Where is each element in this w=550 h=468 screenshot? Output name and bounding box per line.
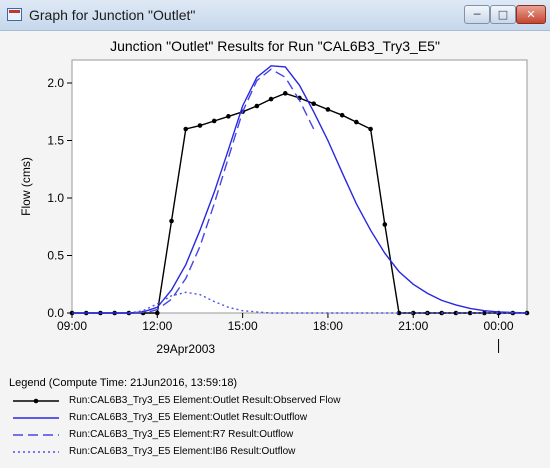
window-title: Graph for Junction "Outlet" — [29, 7, 196, 23]
observed-flow-point — [183, 126, 189, 132]
x-tick-label: 00:00 — [484, 319, 514, 333]
observed-flow-point — [211, 118, 217, 124]
y-tick-label: 0.5 — [47, 249, 64, 263]
observed-flow-point — [339, 112, 345, 118]
observed-flow-point — [382, 222, 388, 227]
x-tick-label: 18:00 — [313, 319, 343, 333]
legend-label: Run:CAL6B3_Try3_E5 Element:Outlet Result… — [69, 395, 341, 406]
series-line-r7-outflow — [134, 68, 315, 314]
title-bar[interactable]: Graph for Junction "Outlet" ─ □ ✕ — [0, 0, 550, 31]
observed-flow-point — [482, 310, 487, 316]
legend-swatch — [13, 434, 59, 436]
y-tick-label: 1.5 — [47, 134, 64, 148]
y-axis-label: Flow (cms) — [19, 157, 33, 216]
x-date-label: 29Apr2003 — [156, 342, 215, 356]
x-tick-label: 12:00 — [142, 319, 172, 333]
observed-flow-point — [197, 123, 203, 128]
minimize-button[interactable]: ─ — [464, 5, 490, 24]
x-tick-label: 15:00 — [228, 319, 258, 333]
observed-flow-point — [453, 310, 459, 316]
legend-swatch — [13, 417, 59, 419]
observed-flow-point — [410, 310, 416, 316]
observed-flow-point — [226, 114, 231, 119]
observed-flow-point — [467, 310, 473, 316]
observed-flow-point — [325, 107, 331, 112]
maximize-button[interactable]: □ — [490, 5, 516, 24]
chart-title: Junction "Outlet" Results for Run "CAL6B… — [110, 38, 440, 54]
legend-swatch-marker — [33, 398, 39, 404]
graph-window-icon — [7, 8, 22, 21]
legend-swatch — [13, 398, 59, 404]
flow-chart: 0.0 0.5 1.0 1.5 2.0 09:00 12:00 15:00 18:00 21:00… — [19, 59, 530, 356]
series-line-outlet-outflow — [72, 65, 528, 314]
x-tick-label: 21:00 — [398, 319, 428, 333]
close-button[interactable]: ✕ — [516, 5, 546, 24]
plot-area — [71, 59, 528, 314]
observed-flow-point — [396, 310, 402, 316]
observed-flow-point — [169, 218, 174, 224]
y-tick-label: 1.0 — [47, 191, 64, 205]
legend-title: Legend (Compute Time: 21Jun2016, 13:59:1… — [9, 377, 238, 389]
legend-label: Run:CAL6B3_Try3_E5 Element:IB6 Result:Ou… — [69, 446, 296, 457]
observed-flow-point — [282, 91, 288, 96]
y-tick-label: 0.0 — [47, 306, 64, 320]
observed-flow-point — [155, 310, 160, 316]
legend-swatch — [13, 451, 59, 453]
legend-label: Run:CAL6B3_Try3_E5 Element:R7 Result:Out… — [69, 429, 294, 440]
observed-flow-point — [254, 103, 260, 109]
observed-flow-point — [354, 119, 359, 125]
observed-flow-point — [311, 101, 317, 106]
legend-label: Run:CAL6B3_Try3_E5 Element:Outlet Result… — [69, 412, 308, 423]
observed-flow-point — [268, 96, 274, 102]
y-tick-label: 2.0 — [47, 76, 64, 90]
observed-flow-point — [368, 126, 373, 132]
x-tick-label: 09:00 — [57, 319, 87, 333]
